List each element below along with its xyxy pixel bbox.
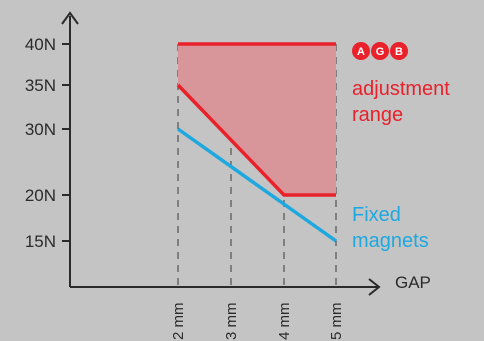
legend-red-line-2: range bbox=[352, 104, 403, 126]
y-tick-label: 30N bbox=[25, 120, 56, 139]
y-tick-label: 35N bbox=[25, 76, 56, 95]
series-line-3 bbox=[176, 127, 338, 243]
y-axis-arrow bbox=[61, 11, 79, 25]
legend-blue-line-1: Fixed bbox=[352, 204, 401, 226]
x-tick-label: 2 mm bbox=[170, 303, 187, 341]
x-axis-arrow bbox=[368, 278, 381, 296]
x-ticks: 2 mm 3 mm 4 mm 5 mm bbox=[170, 303, 345, 341]
legend-red-line-1: adjustment bbox=[352, 78, 450, 100]
y-tick-label: 40N bbox=[25, 35, 56, 54]
agb-logo-circle bbox=[371, 42, 389, 60]
agb-logo-letter: G bbox=[376, 46, 385, 58]
legend-blue-line-2: magnets bbox=[352, 230, 429, 252]
x-tick-label: 5 mm bbox=[328, 303, 345, 341]
adjustment-range-area bbox=[178, 44, 336, 195]
x-tick-label: 4 mm bbox=[276, 303, 293, 341]
agb-logo-letter: B bbox=[395, 46, 403, 58]
series-layer bbox=[176, 42, 338, 243]
x-tick-label: 3 mm bbox=[223, 303, 240, 341]
agb-logo-circle bbox=[352, 42, 370, 60]
series-line-lower-2 bbox=[176, 83, 336, 197]
agb-logo-letter: A bbox=[357, 46, 365, 58]
agb-logo-circle bbox=[390, 42, 408, 60]
y-tick-label: 15N bbox=[25, 232, 56, 251]
y-ticks: 15N 20N 30N 35N 40N bbox=[25, 35, 70, 251]
x-axis-label: GAP bbox=[395, 273, 431, 292]
y-tick-label: 20N bbox=[25, 186, 56, 205]
